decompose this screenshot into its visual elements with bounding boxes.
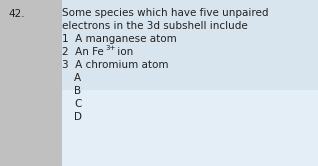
Text: D: D bbox=[74, 112, 82, 122]
Text: A: A bbox=[74, 73, 81, 83]
Bar bbox=[0, 0, 62, 166]
Bar bbox=[62, 0, 318, 166]
Text: electrons in the 3d subshell include: electrons in the 3d subshell include bbox=[62, 21, 248, 31]
Text: 3  A chromium atom: 3 A chromium atom bbox=[62, 60, 169, 70]
Text: 42.: 42. bbox=[8, 9, 24, 19]
Text: B: B bbox=[74, 86, 81, 96]
Text: 3+: 3+ bbox=[105, 45, 115, 51]
Text: C: C bbox=[74, 99, 81, 109]
Text: Some species which have five unpaired: Some species which have five unpaired bbox=[62, 8, 268, 18]
Text: 2  An Fe: 2 An Fe bbox=[62, 47, 104, 57]
Bar bbox=[62, 90, 318, 166]
Text: 1  A manganese atom: 1 A manganese atom bbox=[62, 34, 177, 44]
Text: ion: ion bbox=[114, 47, 133, 57]
